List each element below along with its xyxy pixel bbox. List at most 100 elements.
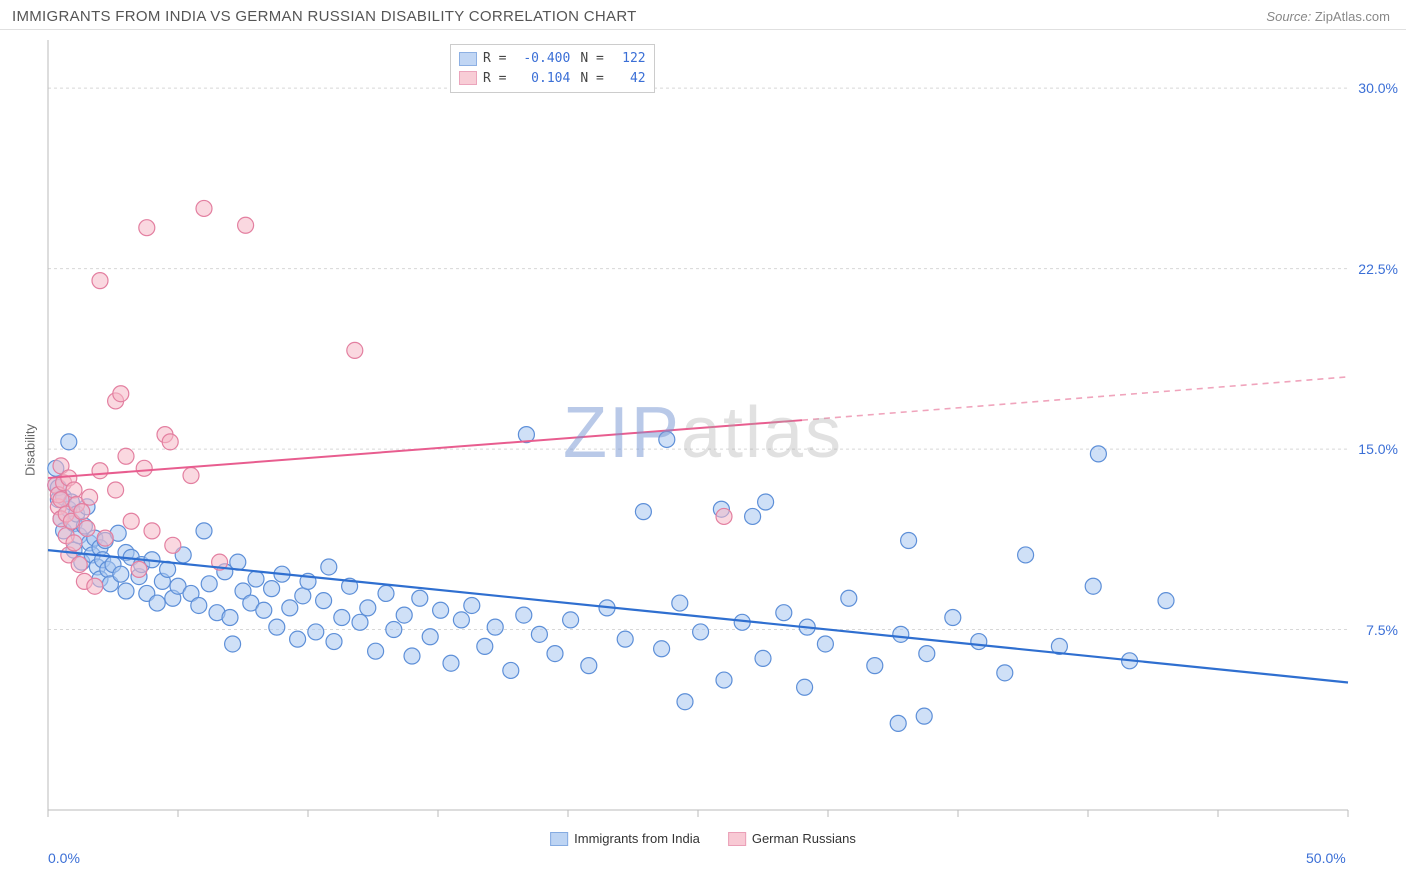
data-point — [919, 646, 935, 662]
data-point — [841, 590, 857, 606]
data-point — [248, 571, 264, 587]
data-point — [477, 638, 493, 654]
data-point — [867, 658, 883, 674]
data-point — [79, 520, 95, 536]
data-point — [997, 665, 1013, 681]
data-point — [654, 641, 670, 657]
data-point — [136, 460, 152, 476]
x-tick-label: 0.0% — [48, 850, 80, 866]
legend-swatch — [550, 832, 568, 846]
data-point — [1158, 593, 1174, 609]
data-point — [66, 482, 82, 498]
data-point — [66, 535, 82, 551]
data-point — [797, 679, 813, 695]
data-point — [755, 650, 771, 666]
data-point — [563, 612, 579, 628]
data-point — [118, 583, 134, 599]
data-point — [92, 273, 108, 289]
data-point — [945, 610, 961, 626]
data-point — [581, 658, 597, 674]
data-point — [352, 614, 368, 630]
r-label: R = — [483, 71, 506, 86]
data-point — [87, 578, 103, 594]
r-value: 0.104 — [514, 69, 570, 89]
data-point — [149, 595, 165, 611]
source-label: Source: — [1266, 9, 1311, 24]
data-point — [71, 557, 87, 573]
legend-row: R = -0.400N = 122 — [459, 49, 646, 69]
data-point — [378, 585, 394, 601]
data-point — [464, 597, 480, 613]
data-point — [113, 386, 129, 402]
data-point — [693, 624, 709, 640]
data-point — [893, 626, 909, 642]
data-point — [191, 597, 207, 613]
data-point — [368, 643, 384, 659]
data-point — [321, 559, 337, 575]
chart-header: IMMIGRANTS FROM INDIA VS GERMAN RUSSIAN … — [0, 0, 1406, 30]
data-point — [139, 220, 155, 236]
data-point — [225, 636, 241, 652]
trend-line-india — [48, 550, 1348, 682]
legend-swatch — [459, 71, 477, 85]
data-point — [531, 626, 547, 642]
data-point — [677, 694, 693, 710]
data-point — [817, 636, 833, 652]
y-tick-label: 15.0% — [1358, 441, 1398, 457]
n-value: 122 — [612, 49, 646, 69]
data-point — [453, 612, 469, 628]
data-point — [118, 448, 134, 464]
data-point — [131, 561, 147, 577]
data-point — [412, 590, 428, 606]
data-point — [326, 634, 342, 650]
x-tick-label: 50.0% — [1306, 850, 1346, 866]
data-point — [264, 581, 280, 597]
data-point — [295, 588, 311, 604]
data-point — [238, 217, 254, 233]
legend-item: Immigrants from India — [550, 831, 700, 846]
data-point — [547, 646, 563, 662]
data-point — [97, 530, 113, 546]
data-point — [222, 610, 238, 626]
data-point — [635, 504, 651, 520]
data-point — [282, 600, 298, 616]
n-label: N = — [580, 71, 603, 86]
trend-line-german-russian-extrapolated — [802, 377, 1348, 420]
scatter-chart-svg — [0, 30, 1406, 870]
legend-row: R = 0.104N = 42 — [459, 69, 646, 89]
data-point — [230, 554, 246, 570]
legend-swatch — [728, 832, 746, 846]
data-point — [334, 610, 350, 626]
data-point — [422, 629, 438, 645]
data-point — [672, 595, 688, 611]
data-point — [196, 523, 212, 539]
y-tick-label: 30.0% — [1358, 80, 1398, 96]
y-tick-label: 22.5% — [1358, 261, 1398, 277]
data-point — [113, 566, 129, 582]
source-value: ZipAtlas.com — [1315, 9, 1390, 24]
data-point — [433, 602, 449, 618]
data-point — [347, 342, 363, 358]
data-point — [1090, 446, 1106, 462]
source-attribution: Source: ZipAtlas.com — [1266, 9, 1390, 24]
data-point — [74, 504, 90, 520]
data-point — [916, 708, 932, 724]
legend-item: German Russians — [728, 831, 856, 846]
data-point — [290, 631, 306, 647]
data-point — [386, 622, 402, 638]
data-point — [256, 602, 272, 618]
data-point — [308, 624, 324, 640]
r-value: -0.400 — [514, 49, 570, 69]
data-point — [165, 537, 181, 553]
data-point — [92, 463, 108, 479]
data-point — [659, 431, 675, 447]
data-point — [716, 508, 732, 524]
chart-title: IMMIGRANTS FROM INDIA VS GERMAN RUSSIAN … — [12, 8, 637, 25]
data-point — [162, 434, 178, 450]
legend-label: Immigrants from India — [574, 831, 700, 846]
data-point — [61, 434, 77, 450]
data-point — [1018, 547, 1034, 563]
data-point — [901, 533, 917, 549]
y-tick-label: 7.5% — [1366, 622, 1398, 638]
legend-swatch — [459, 52, 477, 66]
